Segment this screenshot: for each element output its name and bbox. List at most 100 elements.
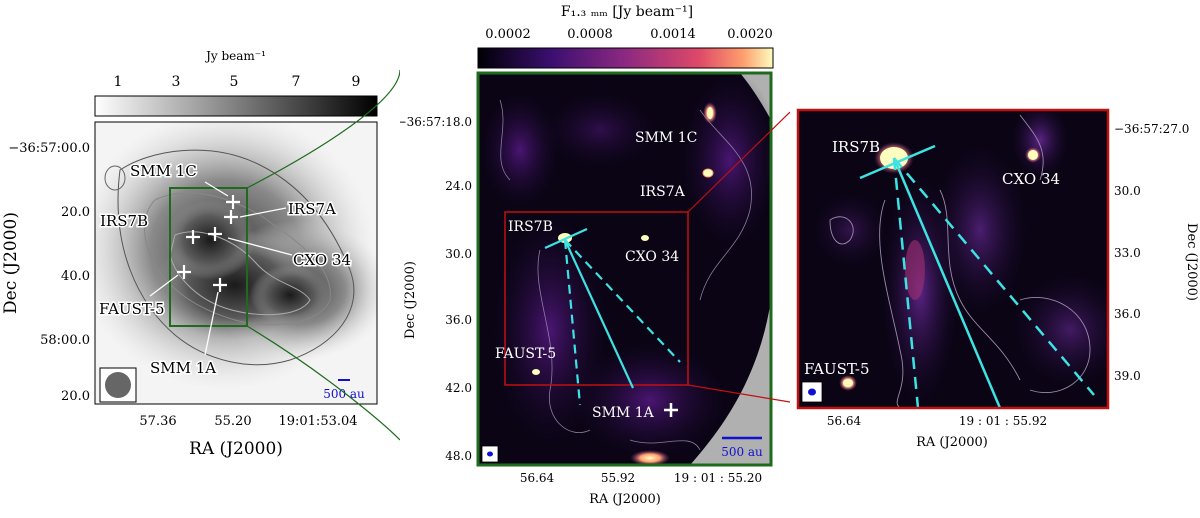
label-smm1c: SMM 1C (130, 162, 197, 180)
left-source-labels: SMM 1C IRS7B IRS7A CXO 34 FAUST-5 SMM 1A (98, 161, 353, 379)
mid-label-cxo34: CXO 34 (625, 249, 679, 265)
left-zoom-connector-bottom (246, 325, 401, 441)
left-ytick: 20.0 (61, 389, 90, 404)
right-label-cxo34: CXO 34 (1002, 170, 1060, 188)
left-map-image (95, 122, 377, 404)
left-xtick: 19:01:53.04 (278, 414, 357, 429)
right-ytick: −36:57:27.0 (1114, 122, 1189, 136)
right-label-irs7b: IRS7B (832, 138, 880, 156)
left-zoom-connector-top (246, 69, 401, 189)
right-source-labels: IRS7B CXO 34 FAUST-5 (804, 138, 1060, 378)
mid-colorbar-label: F₁.₃ ₘₘ [Jy beam⁻¹] (561, 4, 693, 20)
right-ylabel: Dec (J2000) (1184, 223, 1199, 301)
right-map-frame (796, 108, 1110, 410)
right-src-faust5 (843, 379, 853, 387)
left-cbar-tick: 9 (352, 74, 361, 90)
right-xlabel: RA (J2000) (916, 435, 988, 450)
right-map-image (798, 110, 1108, 408)
left-source-crosses (177, 195, 240, 292)
mid-ytick: 30.0 (445, 247, 472, 261)
mid-src-irs7a (702, 168, 714, 178)
mid-label-faust5: FAUST-5 (495, 346, 556, 362)
left-scalebar-label: 500 au (323, 387, 365, 401)
mid-cbar-tick: 0.0014 (650, 27, 696, 42)
left-cbar-tick: 1 (114, 74, 123, 90)
mid-smm1a-cross (664, 403, 678, 417)
mid-xtick: 55.92 (601, 471, 635, 485)
mid-ytick: 24.0 (445, 179, 472, 193)
left-colorbar-ticklabels: 1 3 5 7 9 (114, 74, 361, 90)
mid-cbar-tick: 0.0008 (567, 27, 613, 42)
mid-cbar-tick: 0.0002 (485, 27, 531, 42)
right-panel-svg: IRS7B CXO 34 FAUST-5 −36:57:27.0 30.0 33… (796, 108, 1199, 450)
left-panel-svg: Jy beam⁻¹ 1 3 5 7 9 (1, 49, 401, 459)
left-y-ticklabels: −36:57:00.0 20.0 40.0 58:00.0 20.0 (8, 141, 90, 404)
left-label-arrows (149, 181, 293, 356)
left-colorbar-unit: Jy beam⁻¹ (204, 49, 266, 63)
mid-src-faust5 (532, 369, 540, 375)
right-ytick: 39.0 (1114, 369, 1141, 383)
mid-colorbar (477, 47, 774, 69)
mid-xtick: 56.64 (520, 471, 555, 485)
left-ytick: 40.0 (61, 269, 90, 284)
mid-label-smm1a: SMM 1A (592, 405, 655, 421)
mid-zoom-connector-top (687, 111, 791, 213)
left-colorbar (94, 95, 378, 117)
mid-ytick: 42.0 (445, 381, 472, 395)
label-irs7a: IRS7A (288, 200, 336, 218)
left-xlabel: RA (J2000) (189, 439, 283, 459)
left-ytick: −36:57:00.0 (8, 141, 90, 156)
mid-y-ticklabels: −36:57:18.0 24.0 30.0 36.0 42.0 48.0 (397, 115, 472, 463)
label-smm1a: SMM 1A (150, 359, 216, 377)
right-panel: IRS7B CXO 34 FAUST-5 −36:57:27.0 30.0 33… (790, 0, 1200, 514)
mid-ylabel: Dec (J2000) (403, 261, 418, 339)
left-cbar-tick: 3 (172, 74, 181, 90)
right-xtick: 19 : 01 : 55.92 (959, 414, 1047, 428)
mid-map-frame (476, 71, 773, 467)
mid-xlabel: RA (J2000) (589, 492, 661, 507)
mid-zoom-connector-bottom (687, 384, 791, 403)
left-beam (105, 372, 131, 398)
middle-panel: F₁.₃ ₘₘ [Jy beam⁻¹] 0.0002 0.0008 0.0014… (397, 0, 791, 514)
right-outflow-lines (859, 144, 1095, 408)
mid-colorbar-ticklabels: 0.0002 0.0008 0.0014 0.0020 (485, 27, 773, 42)
label-cxo34: CXO 34 (293, 251, 351, 269)
right-ytick: 30.0 (1114, 184, 1141, 198)
middle-panel-svg: F₁.₃ ₘₘ [Jy beam⁻¹] 0.0002 0.0008 0.0014… (397, 4, 791, 507)
mid-outflow-lines (544, 227, 681, 406)
mid-label-irs7b: IRS7B (508, 219, 553, 235)
right-ytick: 36.0 (1114, 307, 1141, 321)
mid-source-labels: SMM 1C IRS7A IRS7B CXO 34 FAUST-5 SMM 1A (495, 130, 697, 421)
mid-x-ticklabels: 56.64 55.92 19 : 01 : 55.20 (520, 471, 762, 485)
mid-ytick: 36.0 (445, 313, 472, 327)
left-ylabel: Dec (J2000) (1, 212, 21, 314)
label-faust5: FAUST-5 (99, 300, 165, 318)
mid-map-image (478, 73, 771, 465)
mid-ytick: 48.0 (445, 449, 472, 463)
right-label-faust5: FAUST-5 (804, 360, 870, 378)
label-irs7b: IRS7B (100, 212, 148, 230)
left-x-ticklabels: 57.36 55.20 19:01:53.04 (139, 414, 357, 429)
left-ytick: 58:00.0 (40, 333, 90, 348)
mid-beam (487, 451, 493, 457)
mid-cbar-tick: 0.0020 (727, 27, 773, 42)
right-ytick: 33.0 (1114, 246, 1141, 260)
right-y-ticklabels: −36:57:27.0 30.0 33.0 36.0 39.0 (1114, 122, 1189, 383)
left-zoom-box (169, 187, 248, 327)
left-panel: Jy beam⁻¹ 1 3 5 7 9 (0, 0, 401, 514)
right-xtick: 56.64 (827, 414, 862, 428)
mid-label-irs7a: IRS7A (640, 184, 686, 200)
right-beam (808, 388, 816, 396)
left-cbar-tick: 7 (292, 74, 301, 90)
left-cbar-tick: 5 (230, 74, 239, 90)
right-x-ticklabels: 56.64 19 : 01 : 55.92 (827, 414, 1047, 428)
mid-zoom-box (504, 211, 689, 386)
mid-scalebar-label: 500 au (721, 445, 763, 459)
mid-label-smm1c: SMM 1C (635, 130, 697, 146)
left-ytick: 20.0 (61, 205, 90, 220)
left-map-frame (94, 121, 378, 405)
right-src-cxo34 (1028, 150, 1038, 160)
mid-src-cxo34 (641, 235, 649, 241)
mid-xtick: 19 : 01 : 55.20 (674, 471, 762, 485)
left-xtick: 55.20 (214, 414, 251, 429)
